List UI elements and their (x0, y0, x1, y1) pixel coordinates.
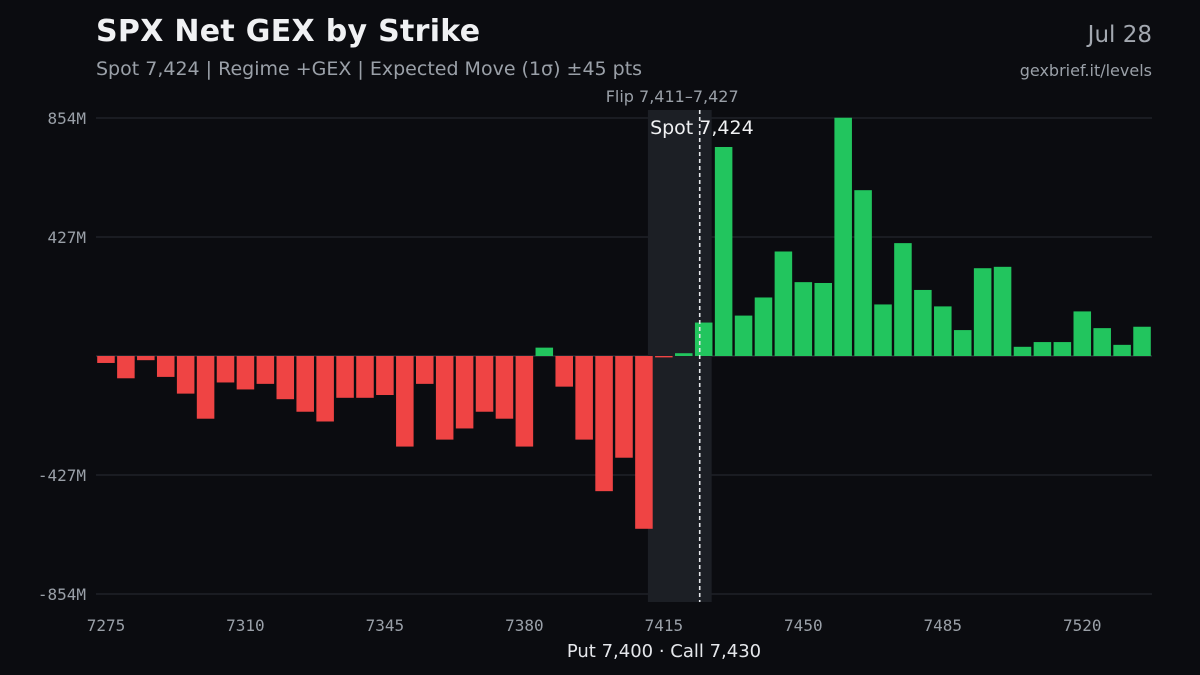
bar-7495 (973, 268, 992, 356)
bar-7390 (555, 356, 573, 387)
bar-7365 (455, 356, 474, 429)
bar-7290 (156, 356, 175, 377)
bar-7350 (396, 356, 414, 447)
bar-7375 (495, 356, 514, 419)
bar-7370 (475, 356, 494, 412)
bar-7415 (655, 356, 673, 358)
bar-7380 (515, 356, 534, 447)
bar-7325 (296, 356, 314, 412)
y-tick-label: 854M (47, 109, 86, 128)
bar-7465 (854, 190, 872, 356)
bar-7330 (316, 356, 334, 422)
bar-7450 (794, 282, 813, 356)
bar-7405 (615, 356, 633, 458)
bar-7485 (934, 306, 952, 356)
bar-7515 (1053, 342, 1072, 356)
bar-7530 (1113, 344, 1131, 356)
bar-7490 (953, 330, 972, 356)
bar-7525 (1093, 328, 1111, 356)
bar-7535 (1133, 326, 1151, 356)
x-tick-label: 7310 (226, 616, 265, 635)
bar-7335 (336, 356, 354, 398)
y-tick-label: -854M (38, 585, 86, 604)
bar-7435 (734, 315, 753, 356)
bar-7430 (714, 146, 733, 356)
bar-7410 (635, 356, 653, 529)
bar-7385 (535, 347, 554, 356)
bar-7505 (1013, 346, 1032, 356)
bar-7520 (1073, 311, 1092, 356)
source-label: gexbrief.it/levels (1019, 61, 1152, 80)
bar-7295 (176, 356, 195, 394)
x-tick-label: 7275 (87, 616, 126, 635)
bar-7455 (814, 282, 833, 356)
x-tick-label: 7485 (924, 616, 963, 635)
bar-7425 (694, 322, 713, 356)
x-axis-label: Put 7,400 · Call 7,430 (567, 641, 761, 662)
flip-zone-label: Flip 7,411–7,427 (606, 87, 739, 106)
bar-7360 (435, 356, 454, 440)
bar-7440 (754, 297, 773, 356)
bar-7340 (356, 356, 374, 398)
bar-7355 (415, 356, 434, 384)
bar-7275 (97, 356, 115, 363)
bar-7470 (874, 304, 892, 356)
bar-7400 (595, 356, 613, 492)
bar-7285 (137, 356, 155, 361)
bar-7320 (276, 356, 295, 400)
x-tick-label: 7345 (366, 616, 405, 635)
bar-7315 (256, 356, 275, 384)
spot-label: Spot 7,424 (650, 117, 754, 139)
x-tick-label: 7380 (505, 616, 544, 635)
x-tick-label: 7520 (1063, 616, 1102, 635)
page-title: SPX Net GEX by Strike (96, 14, 481, 49)
bar-7305 (216, 356, 235, 383)
x-tick-label: 7450 (784, 616, 823, 635)
bar-7395 (575, 356, 593, 440)
y-tick-label: 427M (47, 228, 86, 247)
bar-7280 (117, 356, 135, 379)
bar-7480 (914, 289, 932, 356)
bar-7445 (774, 251, 793, 356)
x-tick-label: 7415 (645, 616, 684, 635)
bar-7500 (993, 266, 1012, 356)
bar-7310 (236, 356, 255, 390)
bar-7510 (1033, 342, 1052, 356)
bar-7420 (675, 353, 693, 356)
bar-7475 (894, 243, 912, 356)
bar-7345 (376, 356, 394, 396)
bar-7460 (834, 117, 852, 356)
bar-7300 (196, 356, 215, 419)
page-subtitle: Spot 7,424 | Regime +GEX | Expected Move… (96, 58, 643, 80)
date-label: Jul 28 (1087, 22, 1152, 48)
y-tick-label: -427M (38, 466, 86, 485)
